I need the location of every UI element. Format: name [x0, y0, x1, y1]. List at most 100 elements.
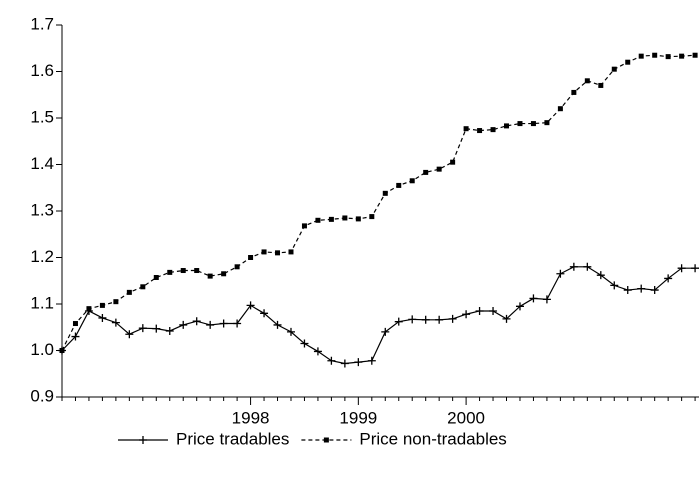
marker: [610, 281, 619, 290]
marker: [652, 52, 658, 58]
marker: [342, 215, 348, 221]
marker: [340, 359, 349, 368]
y-tick-label: 1.5: [30, 107, 54, 126]
y-tick-label: 1.7: [30, 14, 54, 33]
marker: [515, 302, 524, 311]
marker: [638, 53, 644, 59]
marker: [354, 358, 363, 367]
marker: [234, 264, 240, 270]
marker: [584, 78, 590, 84]
marker: [596, 271, 605, 280]
marker: [355, 216, 361, 222]
marker: [436, 166, 442, 172]
marker: [408, 315, 417, 324]
marker: [152, 324, 161, 333]
marker: [409, 178, 415, 184]
marker: [275, 250, 281, 256]
marker: [248, 255, 254, 260]
marker: [435, 315, 444, 324]
marker: [382, 190, 388, 196]
marker: [261, 249, 267, 255]
marker: [288, 249, 294, 255]
marker: [504, 123, 510, 129]
marker: [246, 301, 255, 310]
y-tick-label: 1.1: [30, 293, 54, 312]
marker: [529, 294, 538, 303]
marker: [327, 356, 336, 365]
marker: [206, 320, 215, 329]
marker: [462, 310, 471, 319]
marker: [583, 262, 592, 271]
legend-label: Price tradables: [176, 429, 289, 448]
y-tick-label: 1.0: [30, 340, 54, 359]
marker: [569, 262, 578, 271]
marker: [463, 126, 469, 132]
marker: [138, 324, 147, 333]
y-tick-label: 1.3: [30, 200, 54, 219]
marker: [72, 321, 78, 327]
marker: [369, 214, 375, 220]
marker: [125, 330, 134, 339]
marker: [381, 327, 390, 336]
marker: [301, 223, 307, 229]
x-tick-label: 2000: [447, 408, 485, 427]
marker: [273, 320, 282, 329]
marker: [396, 182, 402, 188]
y-tick-label: 1.2: [30, 247, 54, 266]
marker: [556, 269, 565, 278]
marker: [625, 59, 631, 65]
marker: [300, 339, 309, 348]
marker: [219, 319, 228, 328]
marker: [502, 314, 511, 323]
marker: [221, 271, 227, 277]
marker: [153, 274, 159, 280]
marker: [126, 289, 132, 295]
marker: [192, 317, 201, 326]
marker: [530, 121, 536, 127]
marker: [598, 82, 604, 88]
marker: [315, 217, 321, 223]
marker: [421, 315, 430, 324]
marker: [194, 268, 200, 274]
marker: [167, 269, 173, 275]
x-tick-label: 1998: [232, 408, 270, 427]
marker: [489, 306, 498, 315]
marker: [286, 327, 295, 336]
marker: [677, 264, 686, 273]
marker: [98, 313, 107, 322]
marker: [475, 306, 484, 315]
marker: [113, 299, 119, 305]
marker: [665, 54, 671, 60]
marker: [313, 347, 322, 356]
marker: [692, 52, 698, 58]
marker: [557, 106, 563, 112]
marker: [542, 295, 551, 304]
legend-marker: [323, 437, 329, 443]
legend-marker: [139, 436, 147, 444]
marker: [450, 159, 456, 165]
x-tick-label: 1999: [339, 408, 377, 427]
marker: [180, 268, 186, 274]
marker: [448, 314, 457, 323]
marker: [423, 169, 429, 175]
marker: [59, 348, 65, 353]
marker: [86, 306, 92, 312]
y-tick-label: 1.6: [30, 61, 54, 80]
series-line: [61, 54, 696, 351]
marker: [328, 216, 334, 222]
marker: [99, 302, 105, 308]
marker: [179, 320, 188, 329]
marker: [140, 284, 146, 290]
marker: [650, 286, 659, 295]
marker: [260, 309, 269, 318]
marker: [490, 127, 496, 133]
marker: [233, 319, 242, 328]
series-line: [61, 266, 696, 365]
marker: [517, 121, 523, 127]
marker: [544, 120, 550, 126]
marker: [394, 317, 403, 326]
marker: [611, 66, 617, 72]
marker: [111, 318, 120, 327]
marker: [71, 332, 80, 341]
